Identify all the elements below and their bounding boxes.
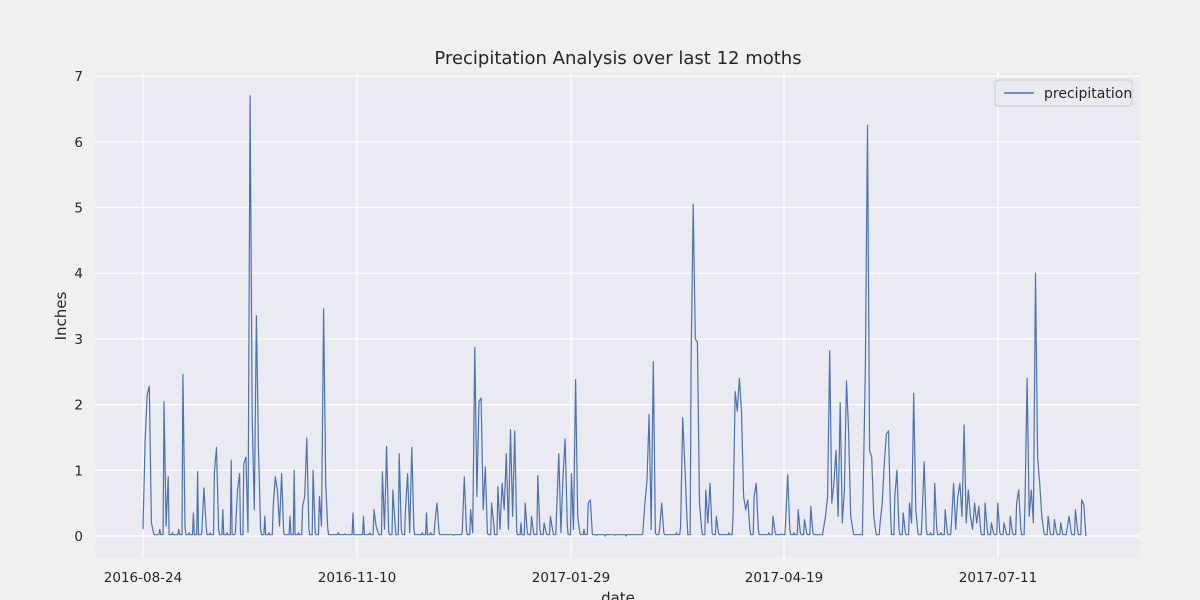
plot-area xyxy=(95,73,1140,558)
y-tick-label: 5 xyxy=(74,201,83,217)
legend: precipitation xyxy=(994,79,1133,107)
x-tick-label: 2016-11-10 xyxy=(318,570,396,586)
y-tick-label: 7 xyxy=(74,69,83,85)
x-tick-label: 2016-08-24 xyxy=(104,570,182,586)
x-tick-label: 2017-04-19 xyxy=(745,570,823,586)
x-tick-label: 2017-07-11 xyxy=(959,570,1037,586)
chart-title: Precipitation Analysis over last 12 moth… xyxy=(434,48,801,69)
x-axis-label: date xyxy=(601,589,635,600)
y-axis-ticks: 0 1 2 3 4 5 6 7 xyxy=(74,69,83,545)
y-tick-label: 2 xyxy=(74,398,83,414)
precipitation-series-line xyxy=(142,95,1087,537)
legend-box xyxy=(994,79,1133,107)
y-tick-label: 0 xyxy=(74,529,83,545)
y-axis-label: Inches xyxy=(52,291,70,340)
y-tick-label: 4 xyxy=(74,266,83,282)
y-tick-label: 1 xyxy=(74,463,83,479)
legend-label-precipitation: precipitation xyxy=(1044,86,1132,102)
y-tick-label: 6 xyxy=(74,135,83,151)
y-tick-label: 3 xyxy=(74,332,83,348)
x-tick-label: 2017-01-29 xyxy=(532,570,610,586)
x-axis-ticks: 2016-08-24 2016-11-10 2017-01-29 2017-04-19… xyxy=(104,570,1037,586)
horizontal-gridlines xyxy=(95,75,1140,537)
